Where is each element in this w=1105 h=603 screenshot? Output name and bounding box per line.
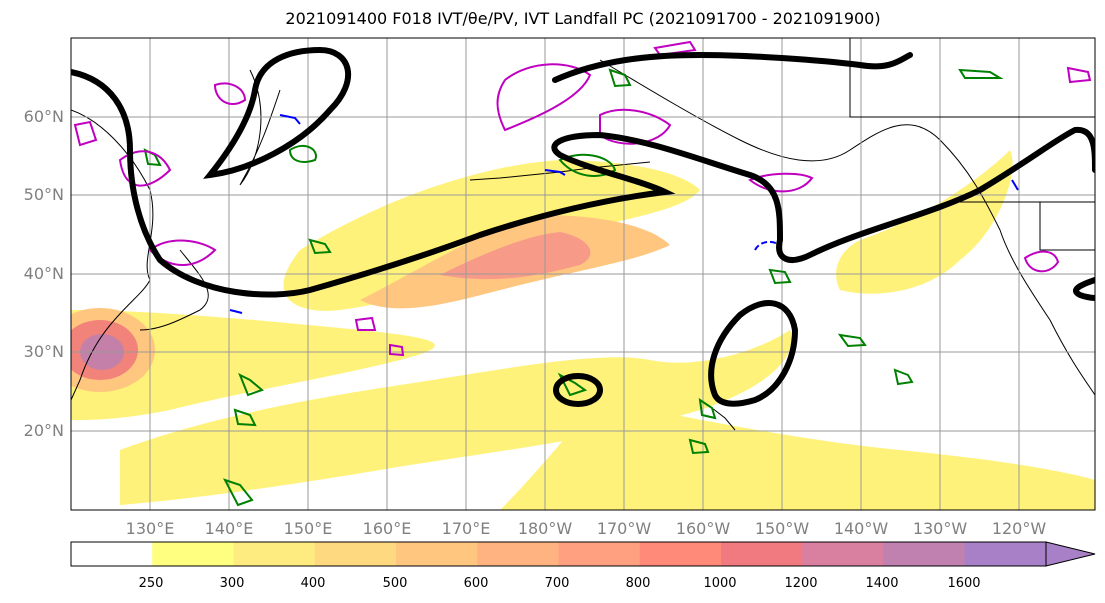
lat-label-40n: 40°N xyxy=(23,264,64,283)
pc-contour-north xyxy=(203,46,351,179)
colorbar-segment xyxy=(152,542,234,566)
pv-positive-contours xyxy=(73,40,1092,357)
colorbar-segment xyxy=(802,542,884,566)
colorbar-tick-600: 600 xyxy=(463,576,489,591)
ivt-red-core xyxy=(440,232,591,280)
lon-label-160e: 160°E xyxy=(362,519,412,538)
colorbar-tick-1400: 1400 xyxy=(865,576,899,591)
lon-label-120w: 120°W xyxy=(991,519,1047,538)
lon-label-160w: 160°W xyxy=(675,519,731,538)
colorbar-tick-800: 800 xyxy=(625,576,651,591)
lon-label-170w: 170°W xyxy=(596,519,652,538)
colorbar-segment xyxy=(314,542,397,566)
pc-contour-loop-2 xyxy=(708,300,799,407)
colorbar-tick-1600: 1600 xyxy=(947,576,981,591)
map-frame xyxy=(70,37,1096,511)
colorbar-segment xyxy=(71,542,153,566)
theta-e-contours xyxy=(143,68,1004,507)
ivt-typhoon-band xyxy=(71,310,435,420)
lon-label-140w: 140°W xyxy=(833,519,889,538)
lon-label-180w: 180°W xyxy=(517,519,573,538)
colorbar xyxy=(70,541,1096,567)
colorbar-tick-300: 300 xyxy=(219,576,245,591)
lon-label-150w: 150°W xyxy=(754,519,810,538)
lon-label-170e: 170°E xyxy=(441,519,491,538)
pc-contour-east xyxy=(1073,277,1095,301)
colorbar-tick-250: 250 xyxy=(138,576,164,591)
colorbar-tick-700: 700 xyxy=(544,576,570,591)
colorbar-segment xyxy=(233,542,316,566)
colorbar-segment xyxy=(396,542,478,566)
colorbar-tick-400: 400 xyxy=(300,576,326,591)
colorbar-tick-1200: 1200 xyxy=(784,576,818,591)
lat-label-20n: 20°N xyxy=(23,421,64,440)
colorbar-segment xyxy=(477,542,559,566)
alaska-coast xyxy=(599,59,1095,396)
ivt-band-right xyxy=(836,150,1013,294)
pc-contours xyxy=(71,46,1095,407)
ivt-south-band-2 xyxy=(500,400,1095,510)
colorbar-tick-500: 500 xyxy=(382,576,408,591)
colorbar-tick-1000: 1000 xyxy=(703,576,737,591)
lon-label-130e: 130°E xyxy=(125,519,175,538)
colorbar-segment xyxy=(964,542,1047,566)
lat-label-50n: 50°N xyxy=(23,185,64,204)
lat-label-30n: 30°N xyxy=(23,342,64,361)
asia-coast xyxy=(71,109,154,401)
pc-contour-loop-1 xyxy=(553,373,603,407)
lon-label-140e: 140°E xyxy=(204,519,254,538)
pc-contour-main xyxy=(71,69,1095,298)
lon-label-130w: 130°W xyxy=(912,519,968,538)
colorbar-segment xyxy=(721,542,803,566)
colorbar-segment xyxy=(558,542,641,566)
colorbar-segment xyxy=(883,542,966,566)
colorbar-segment xyxy=(639,542,722,566)
map-title: 2021091400 F018 IVT/θe/PV, IVT Landfall … xyxy=(285,9,881,28)
colorbar-extend-arrow xyxy=(1045,541,1096,567)
japan xyxy=(139,249,209,331)
lon-label-150e: 150°E xyxy=(283,519,333,538)
lat-label-60n: 60°N xyxy=(23,107,64,126)
kamchatka xyxy=(239,69,281,186)
pc-contour-arctic xyxy=(552,51,913,83)
pv-negative-contours xyxy=(229,114,1019,314)
